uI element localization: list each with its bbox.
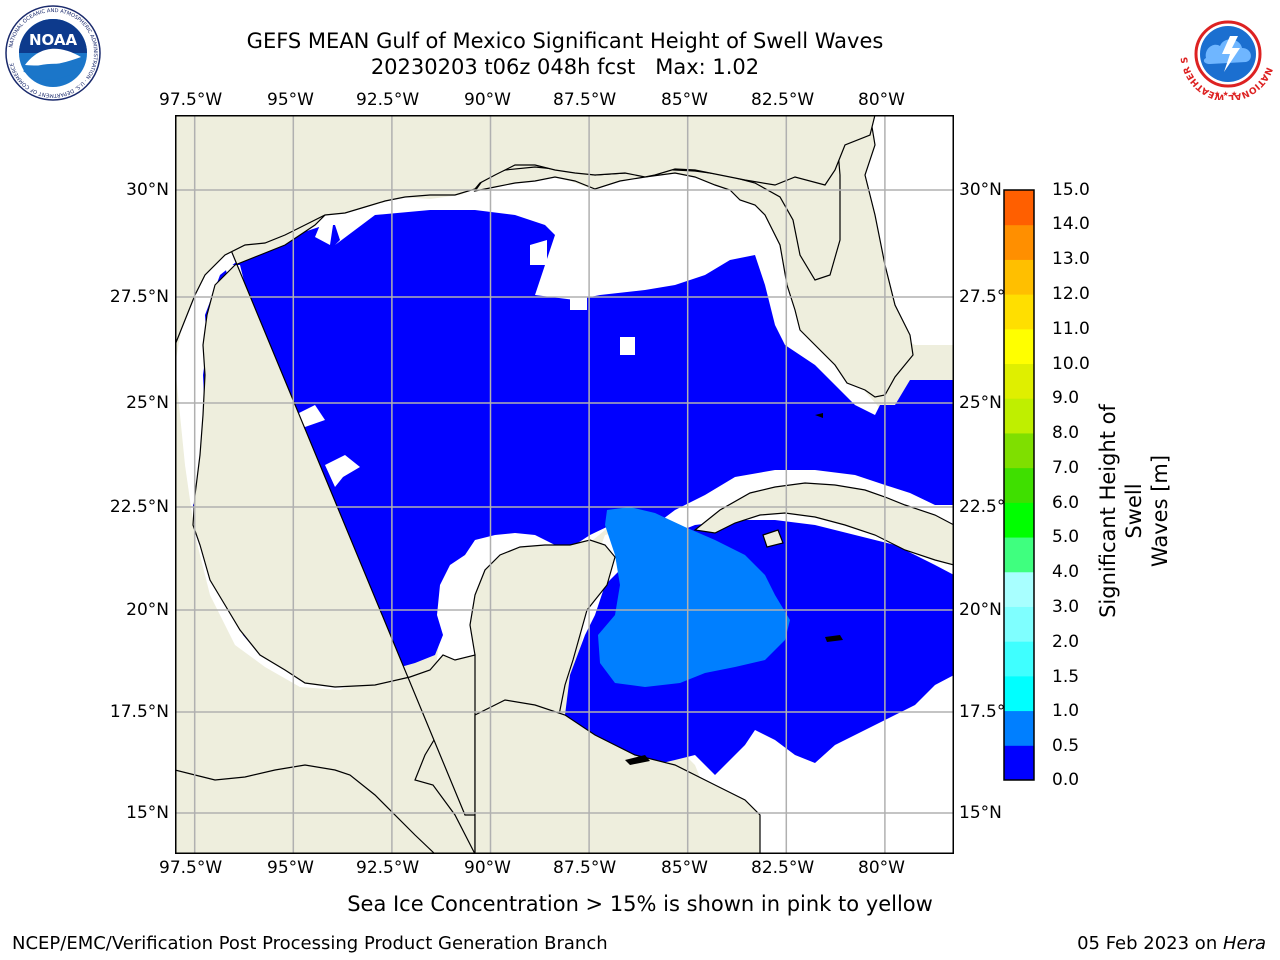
lat-label-left: 15°N [126,803,169,823]
colorbar-label-line1: Significant Height of Swell [1096,404,1146,618]
colorbar-tick-label: 12.0 [1052,284,1090,304]
lat-label-left: 22.5°N [109,497,169,517]
colorbar-tick-label: 5.0 [1052,527,1080,547]
lat-label-left: 30°N [126,180,169,200]
colorbar-tick-label: 11.0 [1052,319,1090,339]
colorbar-segment [1004,571,1034,607]
lat-label-left: 20°N [126,600,169,620]
map-panel [175,115,954,854]
lon-label-top: 82.5°W [751,90,815,110]
graticule [175,115,954,854]
colorbar-tick-label: 0.5 [1052,736,1080,756]
colorbar-label: Significant Height of Swell Waves [m] [1095,381,1173,641]
colorbar-segment [1004,190,1034,226]
colorbar-tick-label: 14.0 [1052,214,1090,234]
lat-label-left: 25°N [126,393,169,413]
footer-credit: NCEP/EMC/Verification Post Processing Pr… [12,933,608,954]
colorbar-tick-label: 7.0 [1052,458,1080,478]
lat-label-right: 30°N [959,180,1002,200]
colorbar-segment [1004,745,1034,781]
colorbar-tick-label: 4.0 [1052,562,1080,582]
colorbar-tick-label: 1.0 [1052,701,1080,721]
colorbar-tick-label: 3.0 [1052,597,1080,617]
sea-ice-caption: Sea Ice Concentration > 15% is shown in … [347,892,933,916]
lat-label-right: 15°N [959,803,1002,823]
lon-label-bottom: 97.5°W [159,858,223,878]
colorbar-tick-label: 15.0 [1052,180,1090,200]
colorbar-segment [1004,537,1034,573]
lon-label-top: 80°W [858,90,905,110]
colorbar-segment [1004,363,1034,399]
colorbar-tick-label: 8.0 [1052,423,1080,443]
lon-label-top: 92.5°W [356,90,420,110]
colorbar-tick-label: 1.5 [1052,667,1080,687]
colorbar-segment [1004,675,1034,712]
colorbar-segment [1004,467,1034,503]
colorbar-tick-label: 10.0 [1052,354,1090,374]
lon-label-bottom: 82.5°W [751,858,815,878]
cuba-land [693,482,954,566]
colorbar-tick-label: 13.0 [1052,249,1090,269]
lat-label-left: 27.5°N [109,287,169,307]
lon-label-bottom: 80°W [858,858,905,878]
colorbar-tick-label: 0.0 [1052,770,1080,790]
lon-label-bottom: 90°W [464,858,511,878]
lon-label-top: 97.5°W [159,90,223,110]
svg-text:★ ★ ★: ★ ★ ★ [1214,90,1237,98]
svg-text:NOAA: NOAA [29,31,78,49]
colorbar-tick-label: 2.0 [1052,632,1080,652]
lon-label-bottom: 92.5°W [356,858,420,878]
colorbar-segment [1004,259,1034,295]
lon-label-top: 90°W [464,90,511,110]
lon-label-top: 85°W [661,90,708,110]
colorbar-segment [1004,710,1034,746]
nws-logo: NATIONAL WEATHER SERVICE ★ ★ ★ [1180,8,1274,100]
lon-label-bottom: 85°W [661,858,708,878]
lat-label-right: 25°N [959,393,1002,413]
footer-host: Hera [1222,933,1266,954]
lon-label-bottom: 95°W [267,858,314,878]
map-subtitle: 20230203 t06z 048h fcst Max: 1.02 [370,55,760,79]
colorbar-segment [1004,294,1034,330]
swell-region-blue [193,210,954,675]
lon-label-top: 87.5°W [553,90,617,110]
colorbar-segment [1004,641,1034,677]
colorbar-segment [1004,606,1034,642]
footer-date-text: 05 Feb 2023 on [1077,933,1223,954]
colorbar-segment [1004,224,1034,260]
lon-label-top: 95°W [267,90,314,110]
colorbar-segment [1004,432,1034,469]
colorbar-tick-label: 6.0 [1052,493,1080,513]
colorbar-segment [1004,502,1034,538]
colorbar [1003,189,1035,781]
swell-region-lightblue [598,507,790,687]
lon-label-bottom: 87.5°W [553,858,617,878]
colorbar-segment [1004,398,1034,434]
colorbar-tick-label: 9.0 [1052,388,1080,408]
lat-label-right: 20°N [959,600,1002,620]
map-title: GEFS MEAN Gulf of Mexico Significant Hei… [246,29,884,53]
colorbar-segment [1004,328,1034,365]
noaa-logo: NOAA NATIONAL OCEANIC AND ATMOSPHERIC AD… [5,5,101,101]
lat-label-left: 17.5°N [109,702,169,722]
colorbar-border [1003,189,1035,781]
footer-date: 05 Feb 2023 on Hera [1077,933,1266,954]
colorbar-label-line2: Waves [m] [1148,454,1172,568]
